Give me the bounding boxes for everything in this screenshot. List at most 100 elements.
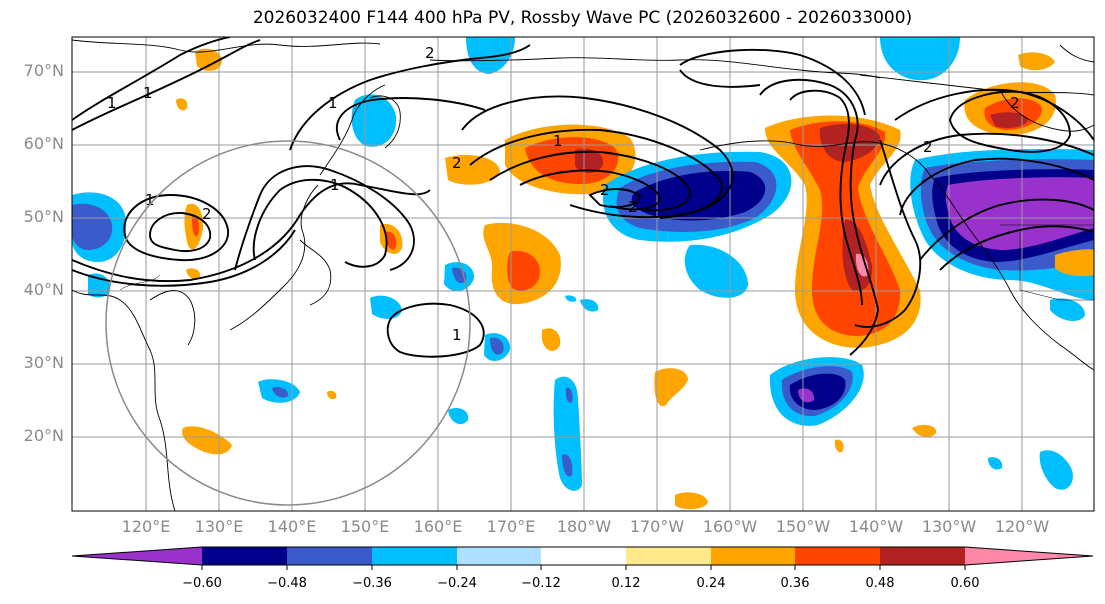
lon-label: 160°E — [413, 517, 463, 536]
shade-blue — [565, 295, 577, 302]
shade-orange — [186, 268, 201, 279]
shade-blue — [1050, 298, 1085, 322]
lat-label: 70°N — [23, 61, 64, 80]
contour-label: 2 — [425, 44, 435, 62]
shade-blue — [72, 203, 113, 250]
shade-purple — [798, 388, 815, 403]
lon-label: 140°E — [267, 517, 317, 536]
shade-red — [191, 214, 200, 237]
colorbar-tick-label: 0.24 — [696, 576, 726, 591]
shade-blue — [370, 295, 402, 319]
lat-label: 20°N — [23, 426, 64, 445]
colorbar-segment — [202, 547, 287, 565]
pv-anomaly-shading — [72, 37, 1094, 510]
shade-blue — [880, 37, 960, 81]
shade-pink — [855, 253, 869, 277]
gridlines — [72, 37, 1094, 511]
colorbar — [71, 546, 1094, 570]
colorbar-tick-label: 0.36 — [780, 576, 810, 591]
shade-blue — [351, 94, 397, 147]
shade-orange — [834, 439, 844, 453]
shade-orange — [542, 328, 561, 352]
colorbar-segment — [287, 547, 372, 565]
shade-orange — [176, 98, 188, 111]
lat-label: 30°N — [23, 353, 64, 372]
colorbar-tick-label: 0.48 — [865, 576, 895, 591]
contour-label: 1 — [330, 176, 340, 194]
lat-label: 40°N — [23, 280, 64, 299]
contour-label: 2 — [923, 138, 933, 156]
colorbar-tick-label: −0.60 — [182, 576, 222, 591]
lon-label: 140°W — [848, 517, 904, 536]
colorbar-segment — [626, 547, 711, 565]
colorbar-min-extension — [72, 547, 202, 565]
lon-label: 130°E — [194, 517, 244, 536]
contour-label: 2 — [1010, 94, 1020, 112]
colorbar-tick-label: −0.36 — [352, 576, 392, 591]
colorbar-segment — [541, 547, 626, 565]
coastlines — [72, 39, 1094, 511]
colorbar-segment — [795, 547, 880, 565]
shade-blue — [1039, 450, 1073, 490]
contour-label: 1 — [143, 84, 153, 102]
lat-label: 50°N — [23, 207, 64, 226]
lon-label: 120°E — [121, 517, 171, 536]
colorbar-segment — [880, 547, 965, 565]
shade-blue — [553, 376, 582, 491]
shade-orange — [195, 48, 222, 71]
shade-red — [507, 250, 540, 291]
colorbar-tick-label: 0.12 — [611, 576, 641, 591]
shade-blue — [272, 387, 289, 398]
lon-label: 120°W — [994, 517, 1050, 536]
contour-label: 2 — [628, 198, 638, 216]
shade-blue — [565, 387, 573, 403]
contour-label: 2 — [202, 205, 212, 223]
shade-blue — [684, 244, 748, 298]
map-title: 2026032400 F144 400 hPa PV, Rossby Wave … — [252, 8, 913, 28]
shade-orange — [654, 368, 688, 407]
contour-label-group: 1 1 2 1 1 2 1 1 1 2 2 2 2 2 — [107, 44, 1020, 344]
pv-contours — [72, 37, 1094, 358]
contour-label: 1 — [553, 132, 563, 150]
region-circle — [105, 140, 471, 506]
lon-label: 160°W — [702, 517, 758, 536]
shade-red — [525, 137, 619, 185]
colorbar-tick-label: −0.12 — [521, 576, 561, 591]
shade-orange — [1055, 249, 1094, 277]
shade-blue — [448, 408, 469, 425]
lon-label: 170°E — [486, 517, 536, 536]
shade-darkred — [575, 148, 604, 174]
shade-blue — [580, 299, 599, 312]
lat-label: 60°N — [23, 134, 64, 153]
shade-blue — [490, 337, 504, 355]
shade-blue — [988, 457, 1003, 470]
contour-label: 1 — [145, 191, 155, 209]
colorbar-max-extension — [965, 547, 1093, 565]
borders — [119, 75, 1094, 301]
colorbar-tick-label: −0.48 — [267, 576, 307, 591]
shade-orange — [1018, 52, 1055, 71]
colorbar-tick-label: 0.60 — [950, 576, 980, 591]
colorbar-tick-label: −0.24 — [437, 576, 477, 591]
contour-label: 1 — [107, 94, 117, 112]
lon-label: 150°E — [340, 517, 390, 536]
shade-orange — [182, 426, 232, 455]
shade-blue — [466, 37, 515, 74]
contour-label: 1 — [452, 326, 462, 344]
shade-red — [385, 231, 397, 250]
shade-darkred — [990, 112, 1028, 128]
shade-orange — [675, 492, 708, 510]
shade-purple — [945, 177, 1094, 250]
shade-orange — [445, 154, 500, 185]
shade-blue — [562, 454, 573, 477]
lon-label: 170°W — [629, 517, 685, 536]
shade-orange — [912, 424, 937, 438]
contour-label: 1 — [328, 94, 338, 112]
colorbar-segment — [372, 547, 457, 565]
contour-label: 2 — [452, 154, 462, 172]
lon-label: 180°W — [556, 517, 612, 536]
map-frame — [71, 36, 1095, 512]
contour-label: 2 — [600, 181, 610, 199]
lon-label: 130°W — [921, 517, 977, 536]
